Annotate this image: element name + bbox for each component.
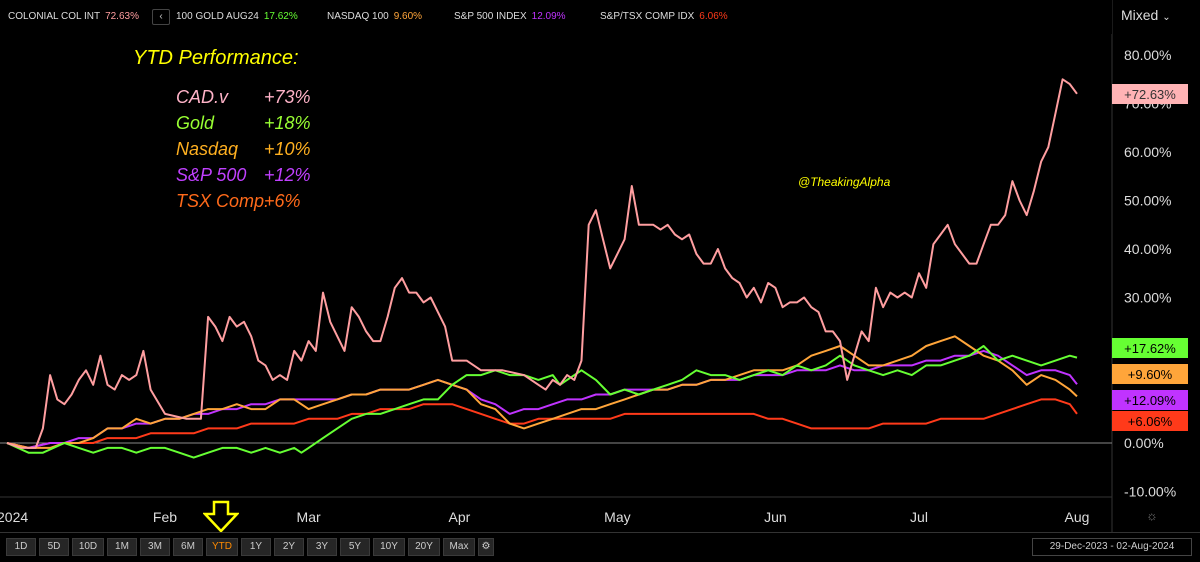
ticker-value: 6.06% <box>699 11 728 22</box>
last-value-tag: +9.60% <box>1112 364 1188 384</box>
last-value-label: +9.60% <box>1128 367 1173 382</box>
performance-row: Nasdaq +10% <box>176 139 311 160</box>
performance-value: +73% <box>264 87 311 107</box>
y-tick-label: 40.00% <box>1124 241 1171 257</box>
last-value-tag: +6.06% <box>1112 411 1188 431</box>
y-tick-label: 0.00% <box>1124 435 1164 451</box>
last-value-label: +72.63% <box>1124 87 1176 102</box>
performance-label: S&P 500 <box>176 165 247 185</box>
performance-value: +10% <box>264 139 311 159</box>
watermark: @TheakingAlpha <box>798 175 891 189</box>
last-value-tag: +72.63% <box>1112 84 1188 104</box>
y-tick-label: 50.00% <box>1124 193 1171 209</box>
range-button-6m[interactable]: 6M <box>173 538 203 556</box>
sun-icon[interactable]: ☼ <box>1146 508 1158 523</box>
x-tick-label: Mar <box>297 509 321 525</box>
range-button-5d[interactable]: 5D <box>39 538 69 556</box>
performance-value: +18% <box>264 113 311 133</box>
y-tick-label: -10.00% <box>1124 484 1176 500</box>
series-line <box>6 349 1078 449</box>
yellow-down-arrow-icon <box>203 500 239 533</box>
chevron-down-icon: ⌄ <box>1162 12 1171 23</box>
ticker-name: COLONIAL COL INT <box>8 11 101 22</box>
x-tick-label: Jul <box>910 509 928 525</box>
annotation-title: YTD Performance: <box>133 47 299 69</box>
ticker-name: S&P/TSX COMP IDX <box>600 11 695 22</box>
performance-label: CAD.v <box>176 87 229 107</box>
range-button-10d[interactable]: 10D <box>72 538 104 556</box>
x-tick-label: Aug <box>1065 509 1090 525</box>
performance-row: CAD.v +73% <box>176 87 311 108</box>
range-button-1m[interactable]: 1M <box>107 538 137 556</box>
range-button-max[interactable]: Max <box>443 538 475 556</box>
x-tick-label: Feb <box>153 509 177 525</box>
series-line <box>6 345 1078 459</box>
ticker-item[interactable]: S&P/TSX COMP IDX 6.06% <box>600 11 728 22</box>
x-tick-label: Apr <box>449 509 471 525</box>
ticker-name: 100 GOLD AUG24 <box>176 11 259 22</box>
ticker-item[interactable]: 100 GOLD AUG24 17.62% <box>176 11 298 22</box>
ticker-value: 12.09% <box>531 11 566 22</box>
range-button-20y[interactable]: 20Y <box>408 538 440 556</box>
ticker-item[interactable]: NASDAQ 100 9.60% <box>327 11 422 22</box>
performance-row: Gold +18% <box>176 113 311 134</box>
date-range[interactable]: 29-Dec-2023 - 02-Aug-2024 <box>1032 538 1192 556</box>
performance-label: Gold <box>176 113 215 133</box>
performance-label: Nasdaq <box>176 139 239 159</box>
performance-value: +12% <box>264 165 311 185</box>
x-tick-label: May <box>604 509 630 525</box>
range-button-ytd[interactable]: YTD <box>206 538 238 556</box>
range-bar: 1D 5D 10D 1M 3M 6M YTD 1Y 2Y 3Y 5Y 10Y 20Y Max ⚙ 29-De… <box>0 532 1200 562</box>
ticker-bar: ‹ COLONIAL COL INT 72.63% 100 GOLD AUG24 17… <box>0 0 1112 34</box>
mode-label: Mixed <box>1121 7 1159 23</box>
last-value-label: +6.06% <box>1128 414 1173 429</box>
ticker-value: 9.60% <box>393 11 423 22</box>
x-tick-label: Jun <box>764 509 787 525</box>
ticker-name: S&P 500 INDEX <box>454 11 527 22</box>
ticker-item[interactable]: S&P 500 INDEX 12.09% <box>454 11 566 22</box>
range-button-1d[interactable]: 1D <box>6 538 36 556</box>
last-value-tag: +12.09% <box>1112 390 1188 410</box>
ticker-value: 72.63% <box>105 11 139 22</box>
range-button-3y[interactable]: 3Y <box>307 538 337 556</box>
last-value-label: +12.09% <box>1124 393 1176 408</box>
last-value-label: +17.62% <box>1124 341 1176 356</box>
performance-row: S&P 500 +12% <box>176 165 311 186</box>
x-tick-label: 2024 <box>0 509 28 525</box>
gear-icon[interactable]: ⚙ <box>478 538 494 556</box>
series-line <box>6 335 1078 449</box>
range-button-1y[interactable]: 1Y <box>241 538 271 556</box>
range-button-10y[interactable]: 10Y <box>373 538 405 556</box>
y-tick-label: 80.00% <box>1124 47 1171 63</box>
performance-value: +6% <box>264 191 301 211</box>
range-button-2y[interactable]: 2Y <box>274 538 304 556</box>
series-line <box>6 78 1078 449</box>
performance-label: TSX Comp. <box>176 191 270 211</box>
ticker-value: 17.62% <box>263 11 298 22</box>
ticker-item[interactable]: COLONIAL COL INT 72.63% <box>8 11 139 22</box>
y-tick-label: 30.00% <box>1124 290 1171 306</box>
y-tick-label: 60.00% <box>1124 144 1171 160</box>
performance-row: TSX Comp. +6% <box>176 191 301 212</box>
last-value-tag: +17.62% <box>1112 338 1188 358</box>
ticker-name: NASDAQ 100 <box>327 11 389 22</box>
mode-dropdown[interactable]: Mixed ⌄ <box>1121 7 1171 23</box>
chevron-left-icon[interactable]: ‹ <box>152 9 170 25</box>
range-button-5y[interactable]: 5Y <box>340 538 370 556</box>
range-button-3m[interactable]: 3M <box>140 538 170 556</box>
